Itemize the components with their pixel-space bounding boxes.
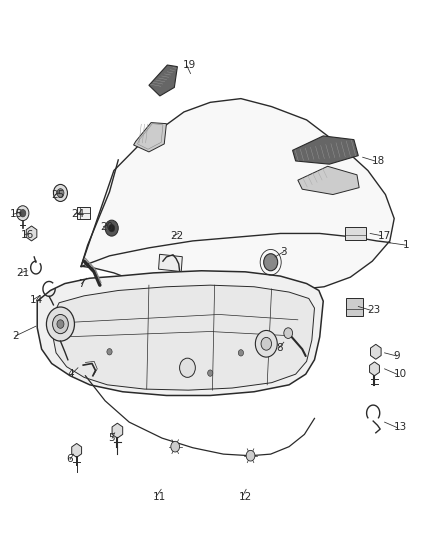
Polygon shape <box>37 271 323 395</box>
Circle shape <box>53 314 68 334</box>
Text: 10: 10 <box>393 369 406 379</box>
Text: 2: 2 <box>12 331 19 341</box>
Circle shape <box>20 209 26 217</box>
Text: 5: 5 <box>109 433 115 443</box>
Text: 1: 1 <box>403 240 410 250</box>
Text: 7: 7 <box>78 279 85 288</box>
Polygon shape <box>81 99 394 292</box>
Polygon shape <box>298 166 359 195</box>
Text: 17: 17 <box>378 231 391 240</box>
Circle shape <box>57 320 64 328</box>
Polygon shape <box>293 136 358 164</box>
Circle shape <box>107 349 112 355</box>
Text: 24: 24 <box>71 209 84 219</box>
Circle shape <box>208 370 213 376</box>
Text: 8: 8 <box>276 343 283 352</box>
Bar <box>346 298 363 316</box>
Circle shape <box>284 328 293 338</box>
Circle shape <box>57 189 64 197</box>
Bar <box>77 207 90 219</box>
Text: 9: 9 <box>393 351 400 361</box>
Bar <box>345 227 366 240</box>
Text: 3: 3 <box>280 247 287 256</box>
Text: 12: 12 <box>239 492 252 502</box>
Circle shape <box>46 307 74 341</box>
Circle shape <box>53 184 67 201</box>
Text: 13: 13 <box>393 423 406 432</box>
Text: 6: 6 <box>67 455 73 464</box>
Polygon shape <box>134 123 166 152</box>
Text: 16: 16 <box>21 230 34 239</box>
Polygon shape <box>149 65 177 96</box>
Text: 14: 14 <box>30 295 43 304</box>
Text: 11: 11 <box>152 492 166 502</box>
Circle shape <box>17 206 29 221</box>
Circle shape <box>105 220 118 236</box>
Text: 15: 15 <box>10 209 23 219</box>
Circle shape <box>246 450 255 461</box>
Circle shape <box>261 337 272 350</box>
Circle shape <box>264 254 278 271</box>
Bar <box>159 254 182 272</box>
Text: 18: 18 <box>371 156 385 166</box>
Text: 19: 19 <box>183 60 196 70</box>
Circle shape <box>180 358 195 377</box>
Circle shape <box>109 224 115 232</box>
Text: 21: 21 <box>17 268 30 278</box>
Text: 23: 23 <box>367 305 380 315</box>
Circle shape <box>255 330 277 357</box>
Polygon shape <box>53 285 314 390</box>
Text: 4: 4 <box>68 369 74 379</box>
Text: 25: 25 <box>52 190 65 199</box>
Circle shape <box>238 350 244 356</box>
Circle shape <box>171 441 180 452</box>
Text: 20: 20 <box>100 222 113 231</box>
Text: 22: 22 <box>170 231 183 240</box>
